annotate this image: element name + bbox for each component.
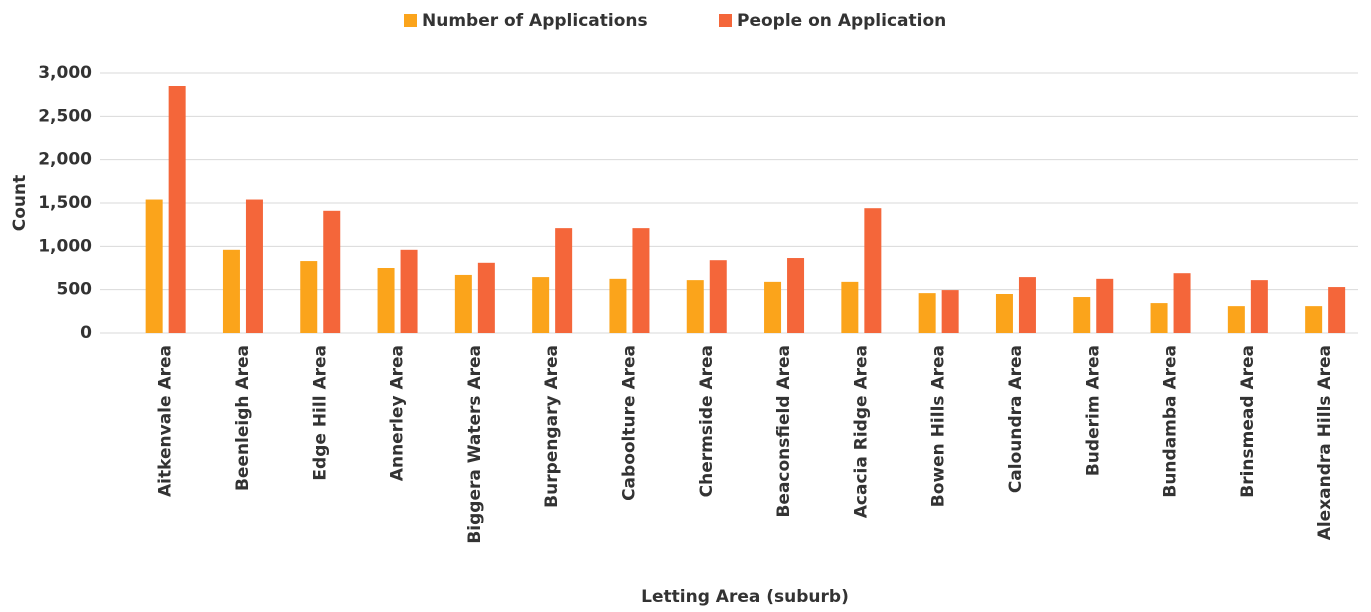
bar: [1173, 273, 1191, 333]
bar: [1227, 306, 1245, 333]
x-tick-label: Annerley Area: [388, 345, 408, 481]
bar: [918, 293, 936, 333]
bar: [787, 258, 805, 333]
x-tick-label: Burpengary Area: [542, 345, 562, 508]
x-tick-label: Alexandra Hills Area: [1315, 345, 1335, 540]
x-tick-label: Caboolture Area: [619, 345, 639, 501]
bar: [168, 86, 186, 333]
y-tick-label: 1,000: [38, 236, 92, 256]
x-tick-label: Brinsmead Area: [1238, 345, 1258, 498]
bar: [941, 290, 959, 333]
bar: [1305, 306, 1323, 333]
x-tick-label: Beaconsfield Area: [774, 345, 794, 518]
bar: [400, 249, 418, 333]
bar: [1250, 280, 1268, 333]
x-tick-label: Chermside Area: [697, 345, 717, 497]
x-tick-label: Biggera Waters Area: [465, 345, 485, 544]
bar: [300, 261, 318, 333]
y-tick-label: 2,500: [38, 106, 92, 126]
bar: [245, 199, 263, 333]
bar: [323, 210, 341, 333]
bar: [454, 274, 472, 333]
y-tick-label: 2,000: [38, 150, 92, 170]
bar: [1096, 278, 1114, 333]
bar: [709, 260, 727, 333]
bar: [609, 278, 627, 333]
y-tick-label: 0: [80, 323, 92, 343]
bar: [145, 199, 163, 333]
bar: [555, 228, 573, 333]
bar: [764, 281, 782, 333]
legend-swatch: [404, 14, 417, 27]
legend-label: People on Application: [737, 11, 946, 31]
x-tick-label: Acacia Ridge Area: [851, 345, 871, 518]
bar: [841, 281, 859, 333]
x-tick-label: Edge Hill Area: [310, 345, 330, 481]
legend-label: Number of Applications: [422, 11, 648, 31]
bar: [222, 249, 240, 333]
y-tick-label: 3,000: [38, 63, 92, 83]
x-tick-label: Bundamba Area: [1161, 345, 1181, 498]
y-tick-label: 1,500: [38, 193, 92, 213]
bar: [995, 294, 1013, 333]
x-tick-label: Buderim Area: [1083, 345, 1103, 476]
x-tick-label: Aitkenvale Area: [156, 345, 176, 497]
x-tick-label: Bowen Hills Area: [929, 345, 949, 507]
bar: [477, 262, 495, 333]
bar: [532, 277, 550, 333]
bar: [1328, 287, 1346, 333]
y-axis-title: Count: [10, 175, 30, 232]
bar: [632, 228, 650, 333]
x-axis-title: Letting Area (suburb): [641, 587, 849, 607]
x-tick-label: Caloundra Area: [1006, 345, 1026, 493]
y-tick-label: 500: [57, 280, 93, 300]
x-tick-label: Beenleigh Area: [233, 345, 253, 491]
bar: [1018, 277, 1036, 333]
bar: [1073, 297, 1091, 333]
bar: [686, 280, 704, 333]
legend-swatch: [719, 14, 732, 27]
bar: [864, 208, 882, 333]
bar: [1150, 303, 1168, 333]
bar: [377, 268, 395, 333]
